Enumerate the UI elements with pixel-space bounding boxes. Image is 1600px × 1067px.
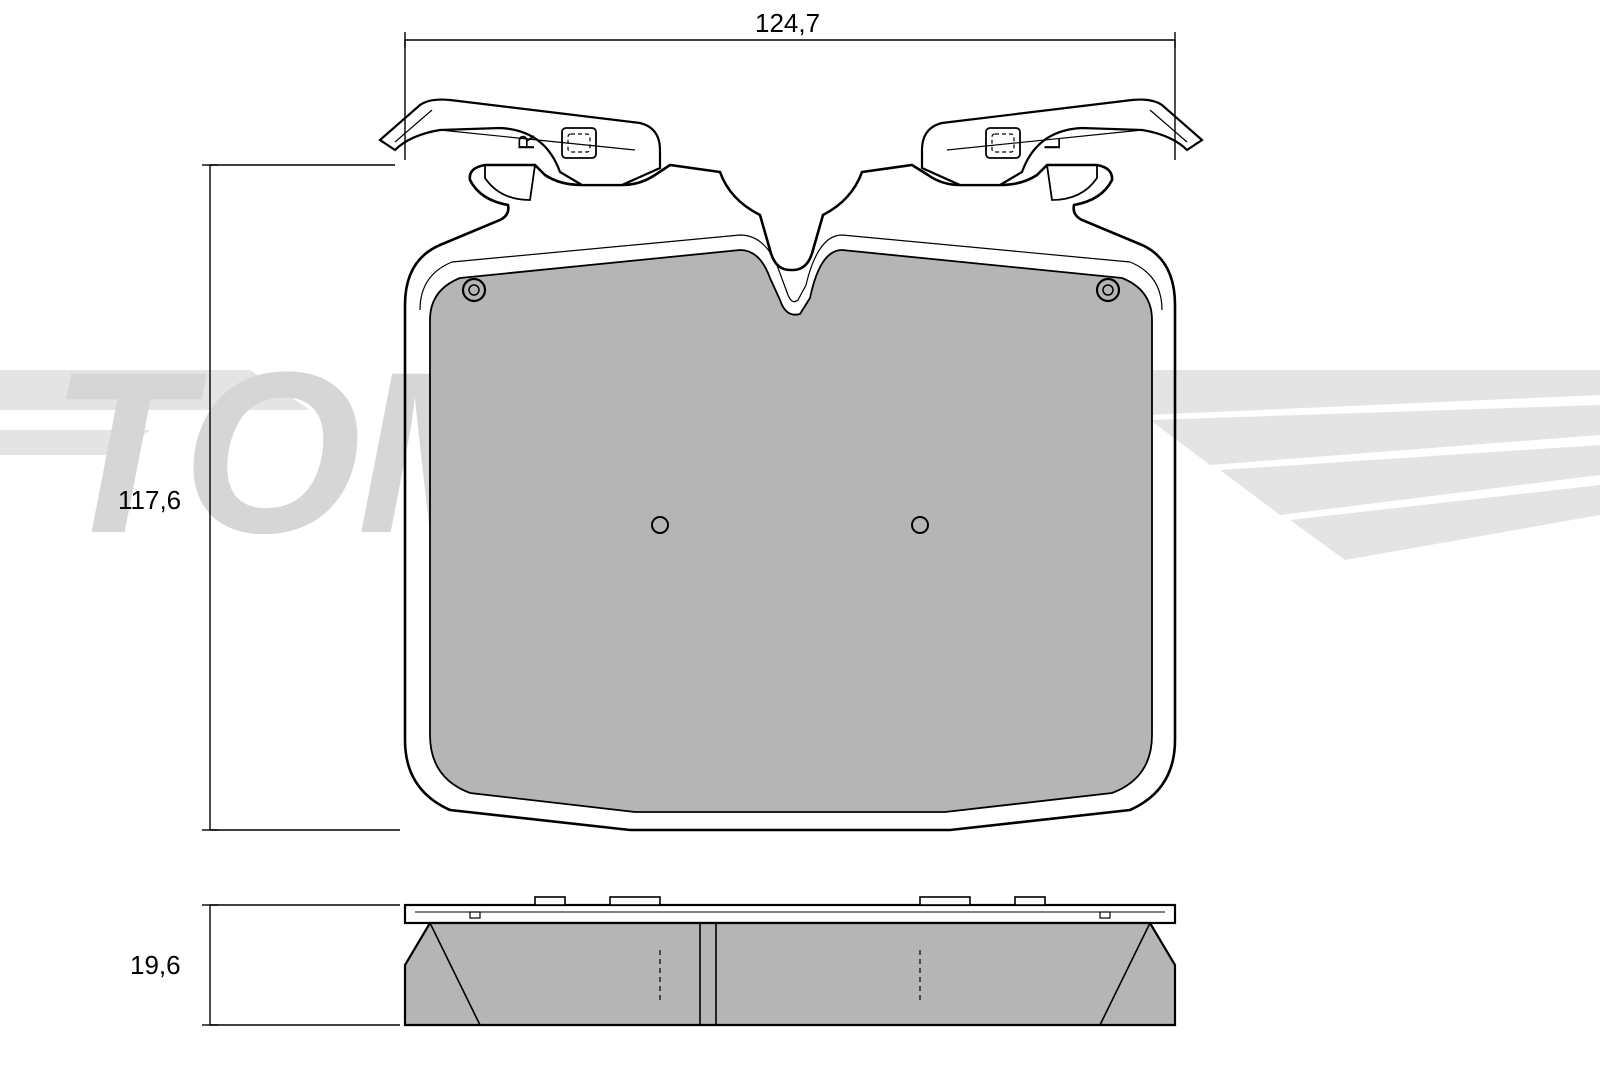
dim-width-label: 124,7 [755, 8, 820, 39]
clip-marker-l: L [1040, 138, 1065, 150]
side-view [405, 897, 1175, 1025]
front-view: R L [380, 100, 1202, 830]
spring-clip-left: R [380, 100, 660, 185]
dim-height-label: 117,6 [118, 485, 181, 516]
friction-pad [430, 250, 1152, 812]
technical-drawing: R L [0, 0, 1600, 1067]
spring-clip-right: L [922, 100, 1202, 185]
dim-thick-label: 19,6 [130, 950, 181, 981]
clip-marker-r: R [514, 134, 539, 150]
